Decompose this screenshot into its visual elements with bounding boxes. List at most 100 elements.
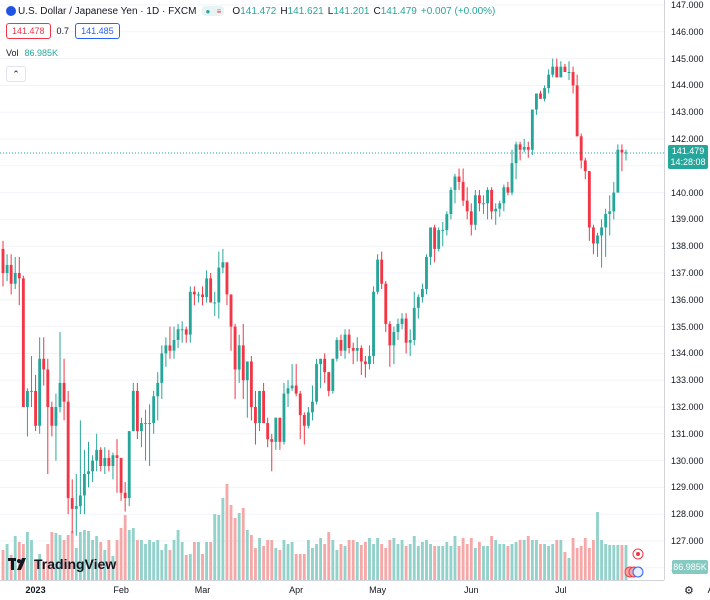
- volume-bar: [34, 560, 38, 580]
- volume-bar: [201, 554, 204, 580]
- candle-body: [396, 323, 400, 332]
- candle-body: [249, 361, 253, 407]
- price-tick-label: 147.000: [671, 0, 704, 10]
- volume-bar: [514, 542, 518, 580]
- price-tick-label: 132.000: [671, 402, 704, 412]
- volume-bar: [254, 548, 257, 580]
- volume-bar: [335, 550, 339, 580]
- candle-body: [111, 455, 115, 466]
- candle-body: [286, 388, 290, 394]
- candle-body: [66, 401, 70, 499]
- candle-body: [278, 417, 282, 442]
- volume-bar: [62, 540, 66, 580]
- candle-body: [197, 294, 200, 296]
- low-label: L: [327, 5, 334, 17]
- candle-body: [616, 149, 620, 193]
- candle-body: [74, 506, 78, 509]
- candle-body: [95, 449, 99, 461]
- volume-bar: [449, 546, 453, 580]
- volume-bar: [217, 515, 221, 580]
- candle-body: [34, 390, 38, 426]
- candle-body: [38, 358, 42, 426]
- candle-body: [530, 109, 534, 150]
- volume-bar: [54, 533, 58, 580]
- candle-body: [612, 192, 616, 212]
- volume-bar: [278, 550, 282, 580]
- volume-bar: [469, 538, 473, 580]
- volume-bar: [355, 542, 359, 580]
- volume-bar: [144, 544, 147, 580]
- close-value: 141.479: [380, 5, 417, 17]
- price-chart[interactable]: [0, 0, 664, 580]
- volume-bar: [518, 540, 522, 580]
- candle-body: [339, 340, 343, 351]
- candle-body: [555, 66, 559, 78]
- open-value: 141.472: [240, 5, 277, 17]
- candle-body: [437, 230, 441, 249]
- candle-body: [225, 262, 229, 295]
- volume-bar: [620, 545, 624, 580]
- volume-bar: [205, 542, 209, 580]
- candle-body: [433, 227, 437, 249]
- volume-bar: [241, 508, 245, 580]
- volume-bar: [543, 544, 546, 580]
- price-tick-label: 136.000: [671, 294, 704, 305]
- candle-body: [46, 369, 50, 407]
- candle-body: [347, 334, 351, 349]
- price-tick-label: 131.000: [671, 428, 704, 439]
- candle-body: [164, 345, 168, 354]
- time-tick-label: Aug: [708, 585, 710, 595]
- volume-bar: [233, 518, 237, 580]
- volume-bar: [408, 544, 412, 580]
- volume-bar: [392, 538, 396, 580]
- tradingview-logo[interactable]: TradingView: [8, 556, 116, 572]
- volume-bar: [363, 542, 367, 580]
- volume-bar: [50, 532, 54, 580]
- candle-body: [376, 259, 380, 292]
- candle-body: [274, 417, 278, 442]
- high-label: H: [280, 5, 288, 17]
- volume-bar: [347, 540, 351, 580]
- candle-body: [148, 423, 152, 425]
- low-value: 141.201: [333, 5, 370, 17]
- candle-body: [335, 340, 339, 359]
- volume-bar: [311, 548, 314, 580]
- volume-bar: [339, 544, 343, 580]
- candle-body: [70, 498, 74, 509]
- time-axis[interactable]: 2023 Feb Mar Apr May Jun Jul Aug: [0, 580, 710, 600]
- buy-button[interactable]: 141.485: [75, 23, 120, 39]
- candle-body: [266, 423, 270, 440]
- flag-icon[interactable]: [624, 548, 644, 578]
- legend-toggle-button[interactable]: ● ≡: [202, 6, 225, 16]
- candle-body: [290, 385, 294, 389]
- gear-icon[interactable]: ⚙: [684, 585, 694, 597]
- candle-body: [294, 385, 298, 394]
- volume-bar: [368, 538, 371, 580]
- candle-body: [441, 230, 445, 232]
- chevron-up-icon: ⌃: [12, 68, 20, 79]
- legend-title-row: U.S. Dollar / Japanese Yen · 1D · FXCM ●…: [6, 4, 495, 18]
- volume-bar: [412, 536, 416, 580]
- volume-bar: [571, 538, 575, 580]
- candle-body: [30, 390, 33, 392]
- collapse-legend-button[interactable]: ⌃: [6, 66, 26, 82]
- candle-body: [54, 407, 58, 426]
- close-label: C: [373, 5, 381, 17]
- candle-body: [465, 200, 469, 212]
- volume-bar: [209, 542, 213, 580]
- volume-label: Vol: [6, 48, 19, 58]
- candle-body: [205, 278, 209, 298]
- candle-body: [368, 356, 371, 365]
- volume-bar: [58, 535, 62, 580]
- candle-body: [563, 66, 567, 72]
- sell-button[interactable]: 141.478: [6, 23, 51, 39]
- volume-bar: [555, 540, 559, 580]
- candle-body: [192, 291, 196, 295]
- price-axis[interactable]: 147.000 146.000 145.000 144.000 143.000 142.0…: [664, 0, 710, 580]
- candle-body: [119, 457, 123, 493]
- candle-body: [486, 189, 489, 204]
- volume-bar: [270, 540, 274, 580]
- candle-body: [412, 307, 416, 340]
- symbol-title[interactable]: U.S. Dollar / Japanese Yen · 1D · FXCM: [18, 5, 197, 17]
- volume-bar: [180, 542, 184, 580]
